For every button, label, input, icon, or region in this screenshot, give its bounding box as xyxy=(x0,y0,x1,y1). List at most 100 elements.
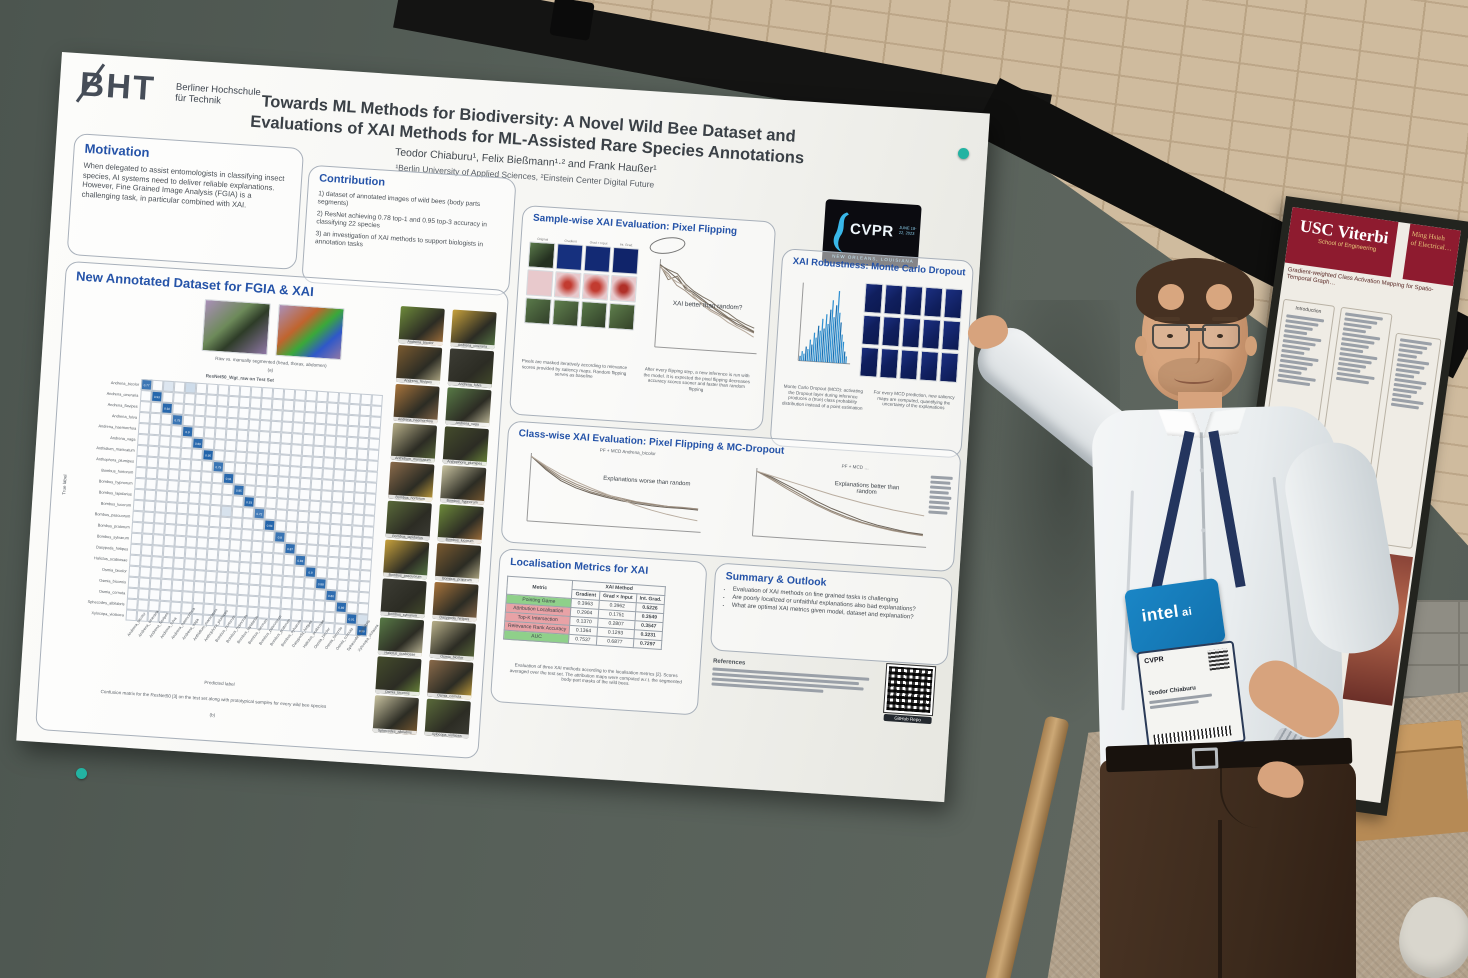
saliency-grid: Original Gradient Grad × Input Int. Grad. xyxy=(524,236,642,332)
confusion-matrix-cell xyxy=(277,476,290,488)
confusion-matrix-cell xyxy=(178,480,190,493)
confusion-matrix-cell xyxy=(271,409,283,422)
confusion-matrix-cell xyxy=(202,438,215,450)
confusion-matrix-cell xyxy=(334,612,347,625)
confusion-matrix-cell xyxy=(358,580,371,593)
confusion-matrix-cell xyxy=(308,511,321,524)
matrix-x-label: Predicted label xyxy=(204,679,235,687)
confusion-matrix-cell xyxy=(242,507,255,519)
robustness-caption-left: Monte Carlo Dropout (MCD): activating th… xyxy=(781,383,864,411)
confusion-matrix-cell xyxy=(369,427,381,439)
confusion-matrix-cell xyxy=(272,387,285,400)
confusion-matrix-cell xyxy=(137,599,149,611)
confusion-matrix-cell xyxy=(146,456,159,469)
confusion-matrix-cell xyxy=(168,458,181,470)
confusion-matrix-cell xyxy=(349,392,362,405)
confusion-matrix-cell: 0.94 xyxy=(263,519,276,532)
confusion-matrix-cell xyxy=(301,455,313,468)
confusion-matrix-cell xyxy=(342,491,355,504)
confusion-matrix-cell xyxy=(215,582,228,595)
mcd-saliency-tile xyxy=(861,314,882,346)
confusion-matrix-cell xyxy=(343,480,356,493)
confusion-matrix-cell xyxy=(223,461,236,474)
confusion-matrix-cell xyxy=(331,501,343,514)
confusion-matrix-cell xyxy=(322,468,334,480)
confusion-matrix-cell xyxy=(239,385,252,398)
saliency-tile xyxy=(609,274,638,303)
confusion-matrix-cell xyxy=(336,414,349,426)
confusion-matrix-cell xyxy=(366,460,379,472)
confusion-matrix-cell xyxy=(264,508,277,521)
confusion-matrix-cell xyxy=(292,587,304,600)
mcd-saliency-tile xyxy=(919,350,940,382)
confusion-matrix-cell xyxy=(342,502,354,515)
qr-code xyxy=(883,662,937,717)
confusion-matrix-cell xyxy=(252,529,264,542)
confusion-matrix-cell xyxy=(323,611,336,624)
confusion-matrix-cell xyxy=(162,380,175,393)
person-eye-right xyxy=(1217,334,1223,338)
localisation-table: Metric XAI Method Gradient Grad × Input Int.… xyxy=(503,576,666,650)
confusion-matrix-cell xyxy=(183,569,195,581)
confusion-matrix-cell xyxy=(144,489,157,502)
badge-qr xyxy=(1207,648,1230,671)
confusion-matrix-cell xyxy=(165,501,178,514)
confusion-matrix-cell xyxy=(262,541,274,554)
confusion-matrix-cell xyxy=(321,479,334,491)
confusion-matrix-cell xyxy=(335,436,348,448)
confusion-matrix-cell xyxy=(143,500,156,513)
confusion-matrix-cell xyxy=(207,537,220,550)
confusion-matrix-cell xyxy=(271,564,284,576)
species-thumbnail: Andrena_flavipes xyxy=(395,344,443,385)
confusion-matrix-cell xyxy=(305,555,318,567)
summary-box: Summary & Outlook Evaluation of XAI meth… xyxy=(709,562,954,667)
confusion-matrix-cell xyxy=(132,510,144,523)
belt-buckle xyxy=(1191,747,1219,770)
confusion-matrix-cell xyxy=(290,444,303,456)
species-thumbnail-label: Sphecodes_albilabris xyxy=(372,727,417,735)
saliency-tile xyxy=(581,273,610,301)
confusion-matrix-cell xyxy=(238,407,250,420)
species-thumbnail: Bombus_hortorum xyxy=(388,461,435,502)
confusion-matrix-cell xyxy=(138,577,151,589)
frame-clamp xyxy=(549,0,595,41)
confusion-matrix-cell xyxy=(360,558,373,571)
confusion-matrix-cell xyxy=(213,449,225,462)
confusion-matrix-cell xyxy=(338,557,351,570)
confusion-matrix-cell xyxy=(365,482,378,494)
mcd-saliency-tile xyxy=(883,284,904,316)
contribution-items: 1) dataset of annotated images of wild b… xyxy=(314,190,506,262)
confusion-matrix-cell xyxy=(354,481,367,494)
confusion-matrix-cell xyxy=(292,422,304,434)
confusion-matrix-cell xyxy=(296,521,309,534)
confusion-matrix-cell xyxy=(173,557,185,570)
confusion-matrix-cell xyxy=(232,495,244,508)
confusion-matrix-cell xyxy=(249,397,262,409)
confusion-matrix-cell xyxy=(221,494,233,507)
confusion-matrix-cell xyxy=(170,425,183,437)
confusion-matrix-cell xyxy=(216,406,228,418)
confusion-matrix-cell xyxy=(323,446,336,458)
confusion-matrix-cell xyxy=(248,584,261,597)
confusion-matrix-cell xyxy=(172,392,185,404)
person-mouth xyxy=(1174,372,1214,384)
confusion-matrix-cell xyxy=(269,431,282,444)
confusion-matrix-cell xyxy=(187,503,200,516)
confusion-matrix-cell xyxy=(166,490,179,503)
confusion-matrix-cell xyxy=(360,393,372,406)
confusion-matrix-cell xyxy=(325,413,338,426)
saliency-tile xyxy=(583,245,612,273)
confusion-matrix-cell xyxy=(139,566,152,579)
confusion-matrix-cell xyxy=(145,467,158,480)
confusion-matrix-cell xyxy=(265,486,278,499)
confusion-matrix-cell xyxy=(281,586,294,599)
confusion-matrix-cell xyxy=(170,436,182,448)
species-thumbnail: Sphecodes_albilabris xyxy=(372,695,419,735)
mcd-histogram xyxy=(797,282,851,365)
confusion-matrix-cell xyxy=(219,516,232,529)
confusion-matrix-cell xyxy=(340,524,353,537)
confusion-matrix-cell xyxy=(205,570,217,583)
conference-badge: CVPR Teodor Chiaburu xyxy=(1136,640,1246,754)
confusion-matrix-cell xyxy=(150,401,162,414)
confusion-matrix-cell xyxy=(266,475,279,488)
